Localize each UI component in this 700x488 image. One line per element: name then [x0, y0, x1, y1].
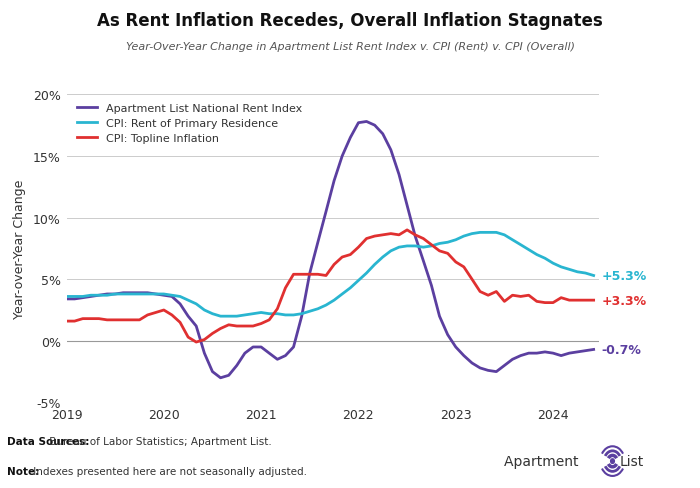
Y-axis label: Year-over-Year Change: Year-over-Year Change	[13, 179, 26, 319]
Text: As Rent Inflation Recedes, Overall Inflation Stagnates: As Rent Inflation Recedes, Overall Infla…	[97, 12, 603, 30]
Text: Bureau of Labor Statistics; Apartment List.: Bureau of Labor Statistics; Apartment Li…	[46, 437, 272, 447]
Text: +3.3%: +3.3%	[601, 294, 647, 307]
Text: Note:: Note:	[7, 466, 39, 476]
Text: -0.7%: -0.7%	[601, 343, 641, 356]
Circle shape	[610, 459, 615, 464]
Text: Year-Over-Year Change in Apartment List Rent Index v. CPI (Rent) v. CPI (Overall: Year-Over-Year Change in Apartment List …	[125, 41, 575, 51]
Legend: Apartment List National Rent Index, CPI: Rent of Primary Residence, CPI: Topline: Apartment List National Rent Index, CPI:…	[78, 104, 302, 144]
Text: +5.3%: +5.3%	[601, 269, 647, 283]
Text: Indexes presented here are not seasonally adjusted.: Indexes presented here are not seasonall…	[30, 466, 307, 476]
Text: List: List	[620, 454, 644, 468]
Text: Apartment: Apartment	[504, 454, 583, 468]
Text: Data Sources:: Data Sources:	[7, 437, 90, 447]
